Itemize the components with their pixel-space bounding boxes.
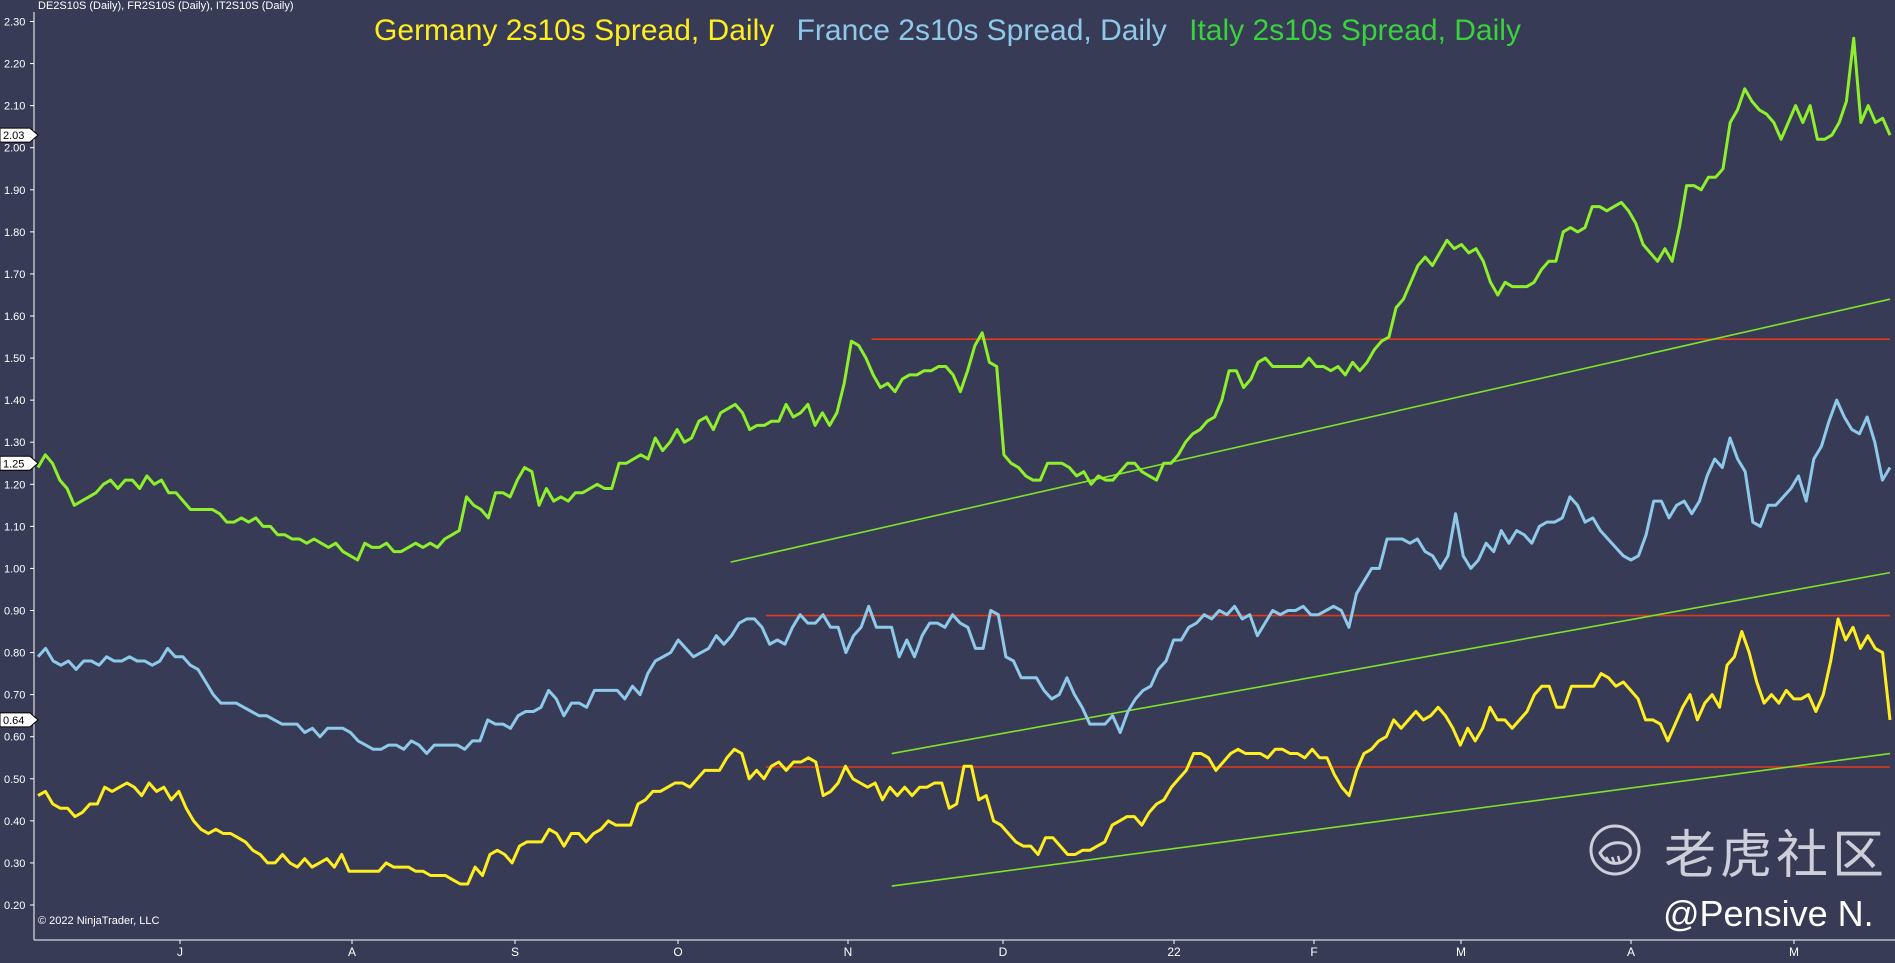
legend: Germany 2s10s Spread, Daily France 2s10s… bbox=[0, 14, 1895, 48]
plot-frame bbox=[33, 12, 1895, 941]
legend-germany: Germany 2s10s Spread, Daily bbox=[374, 14, 775, 47]
last-value-marker bbox=[0, 712, 39, 728]
x-tick-label: M bbox=[1789, 945, 1799, 959]
y-tick-label: 1.20 bbox=[4, 479, 25, 491]
y-axis: 0.20 0.30 0.40 0.50 0.60 0.70 0.80 0.90 1.00 1.10… bbox=[4, 17, 34, 912]
x-tick-label: D bbox=[999, 945, 1008, 959]
trendline-italy bbox=[730, 298, 1891, 563]
author-handle: @Pensive N. bbox=[1663, 893, 1874, 934]
x-tick-label: M bbox=[1456, 945, 1466, 959]
y-tick-label: 1.60 bbox=[4, 311, 25, 323]
y-tick-label: 1.00 bbox=[4, 563, 25, 575]
last-value-marker bbox=[0, 127, 39, 143]
y-tick-label: 1.70 bbox=[4, 269, 25, 281]
y-tick-label: 0.90 bbox=[4, 606, 25, 618]
y-tick-label: 0.80 bbox=[4, 648, 25, 660]
x-tick-label: J bbox=[177, 945, 183, 959]
legend-italy: Italy 2s10s Spread, Daily bbox=[1189, 14, 1521, 47]
x-axis: J A S O N D 22 F M A M bbox=[177, 940, 1799, 959]
y-tick-label: 0.40 bbox=[4, 816, 25, 828]
last-value-label: 1.25 bbox=[3, 458, 24, 470]
series-line-germany bbox=[37, 617, 1892, 886]
copyright: © 2022 NinjaTrader, LLC bbox=[38, 915, 160, 927]
y-tick-label: 1.30 bbox=[4, 437, 25, 449]
watermark: 老虎社区 bbox=[1588, 818, 1888, 886]
y-tick-label: 1.40 bbox=[4, 395, 25, 407]
last-value-label: 2.03 bbox=[3, 130, 24, 142]
x-tick-label: S bbox=[511, 945, 519, 959]
y-tick-label: 0.20 bbox=[4, 900, 25, 912]
last-value-markers: 2.03 1.25 0.64 bbox=[0, 127, 39, 728]
legend-france: France 2s10s Spread, Daily bbox=[796, 14, 1167, 47]
overlay-lines bbox=[730, 298, 1891, 887]
y-tick-label: 2.20 bbox=[4, 59, 25, 71]
y-tick-label: 2.10 bbox=[4, 101, 25, 113]
x-tick-label: A bbox=[348, 945, 356, 959]
series-line-france bbox=[36, 398, 1892, 755]
x-tick-label: A bbox=[1627, 945, 1635, 959]
trendline-france bbox=[891, 571, 1891, 755]
y-tick-label: 1.50 bbox=[4, 353, 25, 365]
last-value-label: 0.64 bbox=[3, 715, 24, 727]
y-tick-label: 1.10 bbox=[4, 521, 25, 533]
y-tick-label: 1.90 bbox=[4, 185, 25, 197]
y-tick-label: 2.30 bbox=[4, 17, 25, 29]
instrument-header: DE2S10S (Daily), FR2S10S (Daily), IT2S10… bbox=[38, 0, 294, 12]
y-tick-label: 0.50 bbox=[4, 774, 25, 786]
series-lines bbox=[36, 36, 1892, 886]
x-tick-label: 22 bbox=[1167, 945, 1181, 959]
x-tick-label: F bbox=[1310, 945, 1317, 959]
watermark-text: 老虎社区 bbox=[1664, 825, 1889, 886]
tiger-logo-icon bbox=[1589, 824, 1641, 876]
series-line-italy bbox=[36, 36, 1892, 562]
y-tick-label: 0.60 bbox=[4, 732, 25, 744]
trendline-germany bbox=[891, 752, 1891, 887]
last-value-marker bbox=[0, 455, 39, 471]
y-tick-label: 0.30 bbox=[4, 858, 25, 870]
x-tick-label: O bbox=[673, 945, 682, 959]
x-tick-label: N bbox=[844, 945, 853, 959]
y-tick-label: 2.00 bbox=[4, 143, 25, 155]
y-tick-label: 0.70 bbox=[4, 690, 25, 702]
y-tick-label: 1.80 bbox=[4, 227, 25, 239]
